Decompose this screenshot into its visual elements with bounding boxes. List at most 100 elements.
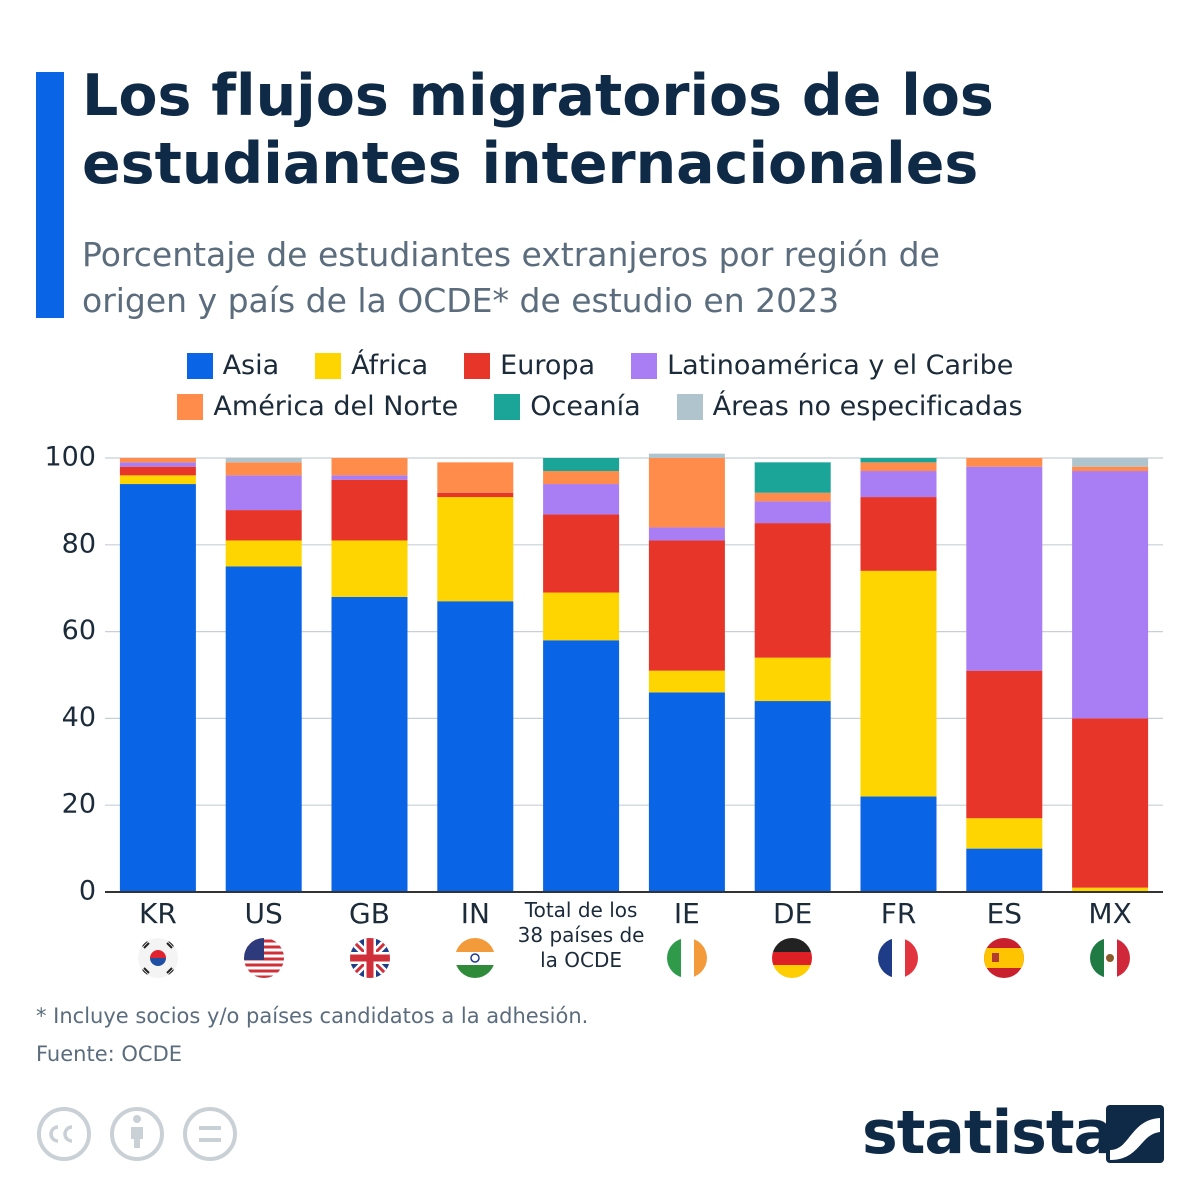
- x-tick-label: ES: [986, 897, 1023, 930]
- flag-gb: [350, 938, 390, 978]
- legend-item: África: [315, 350, 428, 381]
- legend-label: Latinoamérica y el Caribe: [667, 350, 1014, 381]
- bar-segment: [119, 466, 196, 476]
- bar-segment: [543, 514, 620, 593]
- bar-segment: [543, 640, 620, 892]
- bar-segment: [225, 475, 302, 511]
- legend-swatch: [676, 393, 703, 420]
- legend-item: Áreas no especificadas: [676, 391, 1023, 422]
- legend-swatch: [186, 352, 213, 379]
- bar-segment: [648, 453, 725, 458]
- bar-segment: [966, 466, 1043, 671]
- legend-label: Áreas no especificadas: [712, 391, 1023, 422]
- x-tick-label: IE: [673, 897, 700, 930]
- brand-icon: [1106, 1105, 1164, 1163]
- bar-segment: [648, 540, 725, 671]
- bar-segment: [754, 492, 831, 502]
- bar-segment: [225, 462, 302, 476]
- legend-item: Latinoamérica y el Caribe: [631, 350, 1013, 381]
- bar-segment: [331, 540, 408, 597]
- legend-swatch: [464, 352, 491, 379]
- legend-swatch: [315, 352, 342, 379]
- bar-segment: [966, 818, 1043, 849]
- bar-segment: [754, 657, 831, 702]
- bar-segment: [966, 848, 1043, 892]
- bar-segment: [437, 497, 514, 602]
- y-tick-label: 40: [62, 702, 96, 733]
- bar-segment: [119, 462, 196, 467]
- bar-segment: [225, 566, 302, 892]
- bar-segment: [860, 570, 937, 797]
- bar-segment: [1072, 471, 1149, 719]
- flag-es: [984, 938, 1024, 978]
- bar-segment: [754, 523, 831, 658]
- bar-segment: [119, 475, 196, 485]
- bar-segment: [543, 592, 620, 641]
- legend-label: Europa: [500, 350, 596, 381]
- x-tick-label: IN: [460, 897, 490, 930]
- bar-segment: [437, 492, 514, 498]
- bar-segment: [225, 510, 302, 541]
- legend-swatch: [494, 393, 521, 420]
- x-tick-label: US: [244, 897, 283, 930]
- bar-segment: [860, 796, 937, 892]
- bar-segment: [860, 458, 937, 463]
- bar-segment: [1072, 718, 1149, 888]
- plot-area: 0 20 40 60 80 100: [44, 442, 1163, 907]
- bar-segment: [543, 484, 620, 515]
- bar-segment: [966, 670, 1043, 819]
- x-tick-label: KR: [138, 897, 177, 930]
- legend-swatch: [177, 393, 204, 420]
- bar-segment: [225, 458, 302, 463]
- footnote: * Incluye socios y/o países candidatos a…: [36, 1004, 589, 1028]
- accent-bar: [36, 72, 64, 318]
- chart-title: Los flujos migratorios de los estudiante…: [82, 63, 994, 197]
- bar-segment: [1072, 466, 1149, 472]
- bar-segment: [331, 479, 408, 541]
- bar-segment: [860, 497, 937, 571]
- flag-mx: [1090, 938, 1130, 978]
- y-tick-label: 100: [44, 442, 96, 473]
- bar-segment: [860, 471, 937, 498]
- x-tick-label: DE: [773, 897, 813, 930]
- bar-segment: [966, 458, 1043, 467]
- bar-segment: [754, 701, 831, 892]
- bar-segment: [648, 458, 725, 528]
- flag-in: [455, 938, 495, 978]
- flag-us: [244, 938, 284, 978]
- bar-segment: [543, 458, 620, 472]
- legend: Asia África Europa Latinoamérica y el Carib…: [150, 350, 1050, 422]
- bar-segment: [1072, 458, 1149, 467]
- legend-swatch: [631, 352, 658, 379]
- legend-item: Europa: [464, 350, 595, 381]
- y-tick-label: 20: [62, 789, 96, 820]
- source: Fuente: OCDE: [36, 1042, 183, 1066]
- legend-item: América del Norte: [177, 391, 458, 422]
- x-tick-label: MX: [1088, 897, 1132, 930]
- flag-ie: [667, 938, 707, 978]
- bar-segment: [754, 501, 831, 524]
- x-tick-label: Total de los 38 países de la OCDE: [517, 898, 645, 972]
- legend-label: Asia: [222, 350, 280, 381]
- legend-label: Oceanía: [530, 391, 641, 422]
- legend-label: África: [351, 350, 429, 381]
- bar-segment: [860, 462, 937, 472]
- chart-subtitle: Porcentaje de estudiantes extranjeros po…: [82, 235, 940, 320]
- y-tick-label: 80: [62, 528, 96, 559]
- bar-segment: [331, 596, 408, 892]
- bar-segment: [648, 670, 725, 693]
- bar-segment: [648, 527, 725, 541]
- flag-kr: [138, 938, 178, 978]
- legend-item: Oceanía: [494, 391, 641, 422]
- flags: [138, 938, 1130, 978]
- bar-segment: [225, 540, 302, 567]
- legend-item: Asia: [186, 350, 280, 381]
- y-tick-label: 0: [79, 876, 96, 907]
- bar-segment: [543, 471, 620, 485]
- bar-segment: [331, 475, 408, 480]
- bar-segment: [648, 692, 725, 892]
- license-icons: [37, 1107, 237, 1161]
- x-tick-label: FR: [880, 897, 917, 930]
- bar-segment: [331, 458, 408, 476]
